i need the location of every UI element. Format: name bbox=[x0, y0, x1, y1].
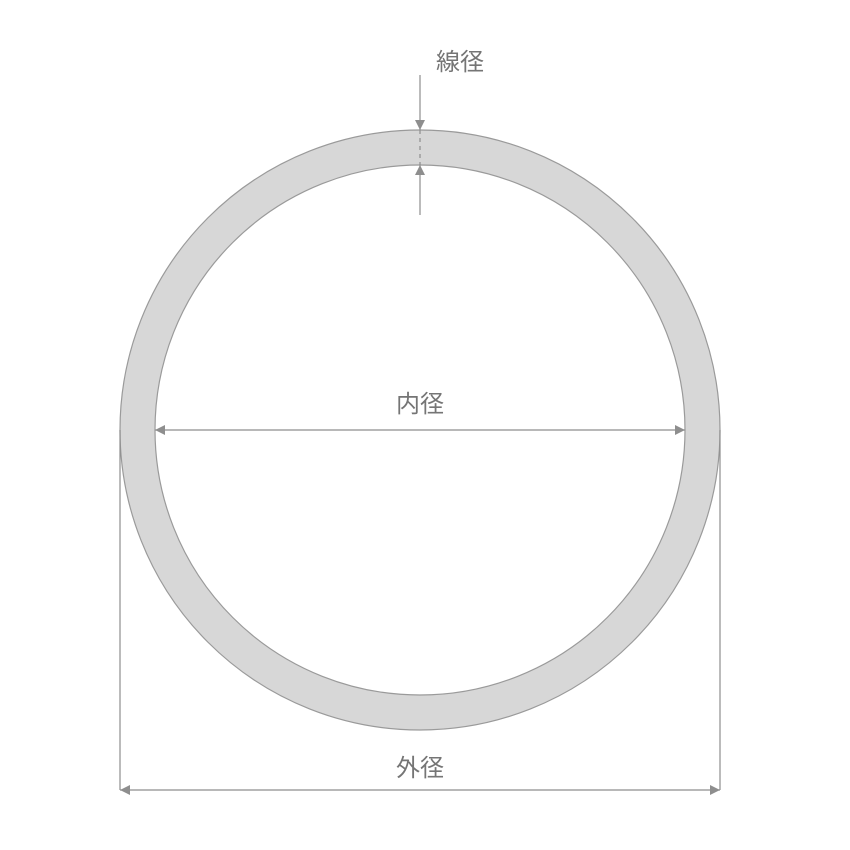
inner-diameter-label: 内径 bbox=[396, 384, 444, 419]
wire-diameter-label: 線径 bbox=[436, 42, 484, 77]
outer-diameter-label: 外径 bbox=[396, 748, 444, 783]
